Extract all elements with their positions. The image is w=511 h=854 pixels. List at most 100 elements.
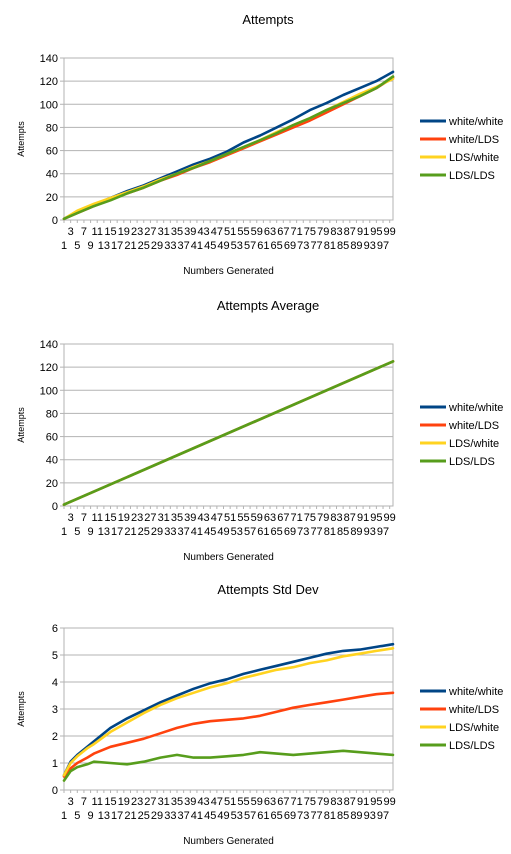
x-tick-label: 29 bbox=[151, 526, 163, 538]
x-tick-label: 43 bbox=[197, 226, 209, 238]
x-tick-label: 95 bbox=[370, 796, 382, 808]
x-tick-label: 91 bbox=[357, 226, 369, 238]
y-tick-label: 140 bbox=[40, 53, 58, 65]
x-tick-label: 39 bbox=[184, 226, 196, 238]
x-tick-label: 47 bbox=[211, 512, 223, 524]
y-tick-label: 3 bbox=[52, 704, 58, 716]
x-tick-label: 49 bbox=[217, 526, 229, 538]
series-line-lds-white bbox=[62, 647, 395, 777]
x-tick-label: 89 bbox=[350, 810, 362, 822]
x-tick-label: 55 bbox=[237, 226, 249, 238]
x-tick-label: 25 bbox=[138, 810, 150, 822]
series-line-lds-lds bbox=[62, 749, 395, 782]
x-tick-label: 99 bbox=[384, 512, 396, 524]
x-tick-label: 39 bbox=[184, 796, 196, 808]
x-tick-label: 37 bbox=[178, 240, 190, 252]
x-tick-label: 85 bbox=[337, 810, 349, 822]
x-tick-label: 79 bbox=[317, 226, 329, 238]
legend-label: white/white bbox=[448, 686, 503, 698]
x-tick-label: 59 bbox=[251, 512, 263, 524]
plot-area bbox=[63, 627, 394, 791]
x-tick-label: 65 bbox=[271, 810, 283, 822]
x-tick-label: 33 bbox=[164, 526, 176, 538]
x-tick-label: 93 bbox=[364, 240, 376, 252]
x-tick-label: 19 bbox=[118, 796, 130, 808]
x-tick-label: 33 bbox=[164, 240, 176, 252]
y-tick-label: 100 bbox=[40, 385, 58, 397]
x-tick-label: 85 bbox=[337, 526, 349, 538]
chart-title: Attempts Std Dev bbox=[217, 582, 319, 597]
x-tick-label: 1 bbox=[61, 240, 67, 252]
series-line-lds-lds bbox=[62, 360, 395, 506]
x-tick-label: 45 bbox=[204, 240, 216, 252]
series-line-white-lds bbox=[62, 691, 395, 778]
chart-title: Attempts bbox=[242, 12, 294, 27]
x-tick-label: 41 bbox=[191, 810, 203, 822]
x-tick-label: 97 bbox=[377, 526, 389, 538]
x-tick-label: 81 bbox=[324, 526, 336, 538]
x-tick-label: 75 bbox=[304, 512, 316, 524]
plot-area bbox=[63, 343, 394, 507]
x-tick-label: 31 bbox=[158, 226, 170, 238]
x-tick-label: 19 bbox=[118, 226, 130, 238]
y-tick-label: 1 bbox=[52, 758, 58, 770]
x-tick-label: 13 bbox=[98, 810, 110, 822]
x-tick-label: 1 bbox=[61, 526, 67, 538]
x-tick-label: 5 bbox=[74, 810, 80, 822]
x-tick-label: 59 bbox=[251, 796, 263, 808]
x-tick-label: 53 bbox=[231, 526, 243, 538]
legend-label: LDS/LDS bbox=[449, 740, 495, 752]
x-tick-label: 1 bbox=[61, 810, 67, 822]
x-tick-label: 83 bbox=[330, 226, 342, 238]
x-tick-label: 71 bbox=[291, 512, 303, 524]
x-tick-label: 21 bbox=[124, 810, 136, 822]
x-tick-label: 65 bbox=[271, 526, 283, 538]
x-tick-label: 79 bbox=[317, 796, 329, 808]
x-tick-label: 57 bbox=[244, 240, 256, 252]
y-tick-label: 20 bbox=[46, 192, 58, 204]
x-tick-label: 51 bbox=[224, 796, 236, 808]
x-tick-label: 69 bbox=[284, 240, 296, 252]
x-tick-label: 87 bbox=[344, 796, 356, 808]
x-tick-label: 75 bbox=[304, 796, 316, 808]
x-tick-label: 81 bbox=[324, 240, 336, 252]
x-tick-label: 35 bbox=[171, 796, 183, 808]
x-tick-label: 75 bbox=[304, 226, 316, 238]
x-tick-label: 57 bbox=[244, 810, 256, 822]
x-tick-label: 37 bbox=[178, 810, 190, 822]
x-tick-label: 11 bbox=[92, 226, 103, 238]
chart-attempts: Attempts 0 20 40 60 80 100 120 140 3 7 11 15 19 23 27 31… bbox=[0, 0, 511, 284]
chart-attempts-std-dev: Attempts Std Dev 0 1 2 3 4 5 6 3 7 11 15 19 23 27 31 35 3… bbox=[0, 570, 511, 854]
x-tick-label: 39 bbox=[184, 512, 196, 524]
x-tick-label: 13 bbox=[98, 526, 110, 538]
series-line-white-white bbox=[62, 642, 395, 777]
y-tick-label: 40 bbox=[46, 455, 58, 467]
y-tick-label: 120 bbox=[40, 362, 58, 374]
legend-label: LDS/white bbox=[449, 722, 499, 734]
x-tick-label: 5 bbox=[74, 240, 80, 252]
x-tick-label: 43 bbox=[197, 796, 209, 808]
x-tick-label: 17 bbox=[111, 526, 123, 538]
x-tick-label: 53 bbox=[231, 240, 243, 252]
x-tick-label: 59 bbox=[251, 226, 263, 238]
x-tick-label: 41 bbox=[191, 240, 203, 252]
chart-attempts-average: Attempts Average 0 20 40 60 80 100 120 140 3 7 11 15… bbox=[0, 286, 511, 570]
x-tick-label: 67 bbox=[277, 226, 289, 238]
x-tick-label: 73 bbox=[297, 810, 309, 822]
x-tick-label: 55 bbox=[237, 796, 249, 808]
legend-label: white/white bbox=[448, 402, 503, 414]
x-tick-label: 61 bbox=[257, 240, 269, 252]
y-tick-label: 20 bbox=[46, 478, 58, 490]
legend-label: white/white bbox=[448, 116, 503, 128]
x-tick-label: 53 bbox=[231, 810, 243, 822]
x-tick-label: 11 bbox=[92, 796, 103, 808]
x-tick-label: 61 bbox=[257, 526, 269, 538]
legend-label: LDS/LDS bbox=[449, 170, 495, 182]
x-tick-label: 23 bbox=[131, 226, 143, 238]
x-tick-label: 57 bbox=[244, 526, 256, 538]
x-tick-label: 7 bbox=[81, 226, 87, 238]
x-tick-label: 49 bbox=[217, 240, 229, 252]
x-tick-label: 49 bbox=[217, 810, 229, 822]
x-tick-label: 13 bbox=[98, 240, 110, 252]
